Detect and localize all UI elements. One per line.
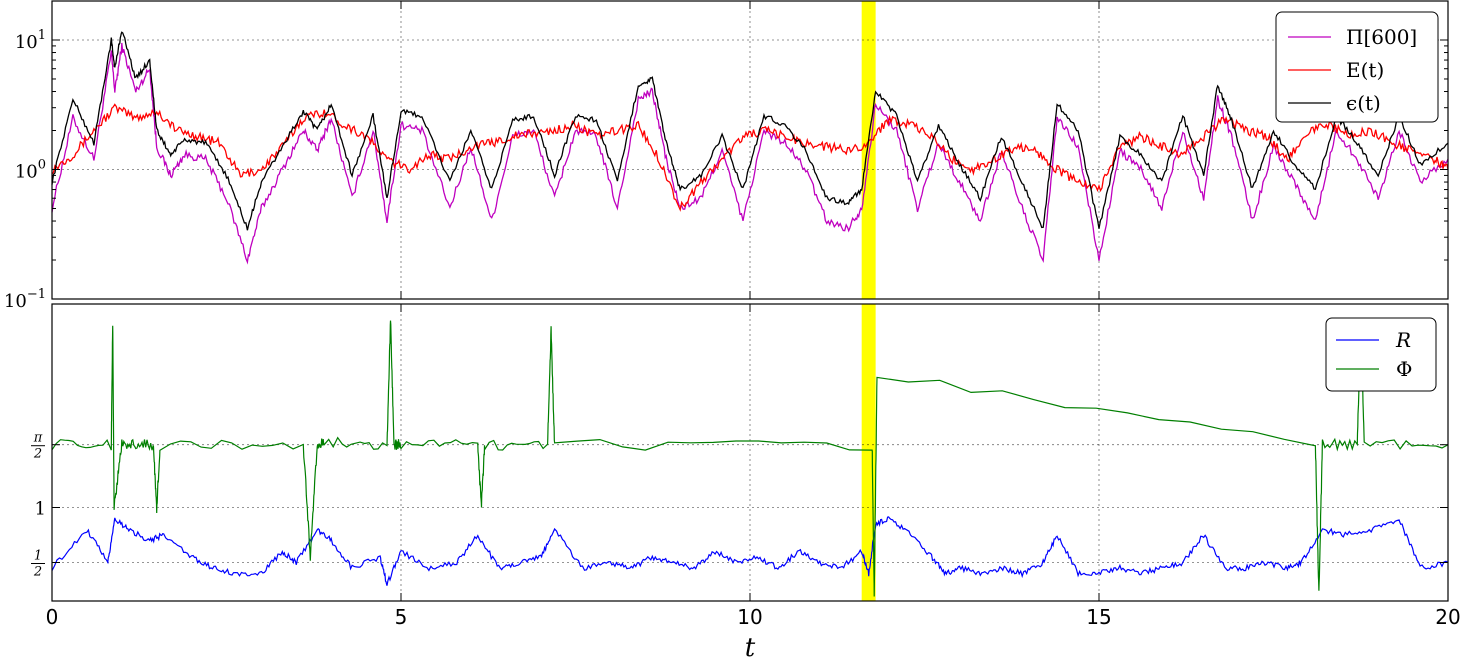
series-eps-line — [51, 31, 1449, 231]
legend-label-E: E(t) — [1346, 58, 1384, 82]
series-phi-line — [51, 320, 1449, 597]
bottom-grid — [52, 304, 1448, 601]
legend-label-pi: Π[600] — [1346, 25, 1417, 49]
series-R-line — [51, 516, 1449, 586]
legend-label-phi: Φ — [1396, 357, 1412, 381]
x-axis-label: t — [745, 633, 756, 659]
bottom-series-group — [51, 320, 1449, 597]
series-E-line — [51, 103, 1449, 212]
bottom-x-tick-label: 5 — [395, 605, 408, 629]
bottom-x-tick-label: 15 — [1086, 605, 1111, 629]
top-axes-frame — [51, 0, 1449, 300]
top-legend-box — [1275, 11, 1439, 123]
bottom-legend: RΦ — [1325, 317, 1437, 392]
top-legend: Π[600] E(t) ϵ(t) — [1275, 11, 1439, 123]
top-highlight-band — [861, 1, 876, 299]
bottom-axes-frame — [51, 303, 1449, 602]
svg-text:2: 2 — [33, 565, 42, 580]
bottom-highlight-band — [861, 304, 876, 601]
bottom-y-tick-label: 12 — [31, 549, 45, 580]
bottom-y-tick-label: 1 — [35, 499, 46, 520]
top-y-tick-label: 101 — [15, 28, 46, 53]
top-y-tick-label: 10−1 — [4, 287, 46, 312]
top-y-tick-label: 100 — [15, 157, 46, 182]
bottom-x-tick-label: 0 — [46, 605, 59, 629]
bottom-y-tick-label: π2 — [31, 431, 45, 462]
legend-label-R: R — [1395, 328, 1411, 352]
svg-text:2: 2 — [33, 447, 42, 462]
bottom-x-tick-label: 20 — [1435, 605, 1460, 629]
series-pi-line — [51, 42, 1449, 265]
svg-text:1: 1 — [34, 549, 42, 564]
top-grid — [52, 1, 1448, 299]
top-panel: 10−1 100 101 Π[600] E(t) ϵ(t) — [4, 0, 1449, 312]
bottom-legend-box — [1325, 317, 1437, 392]
legend-label-eps: ϵ(t) — [1346, 91, 1381, 115]
svg-text:π: π — [33, 431, 43, 446]
bottom-x-tick-label: 10 — [737, 605, 762, 629]
top-y-ticks: 10−1 100 101 — [4, 0, 1448, 312]
bottom-x-ticks: 0 5 10 15 20 — [46, 1, 1461, 629]
top-series-group — [51, 31, 1449, 265]
